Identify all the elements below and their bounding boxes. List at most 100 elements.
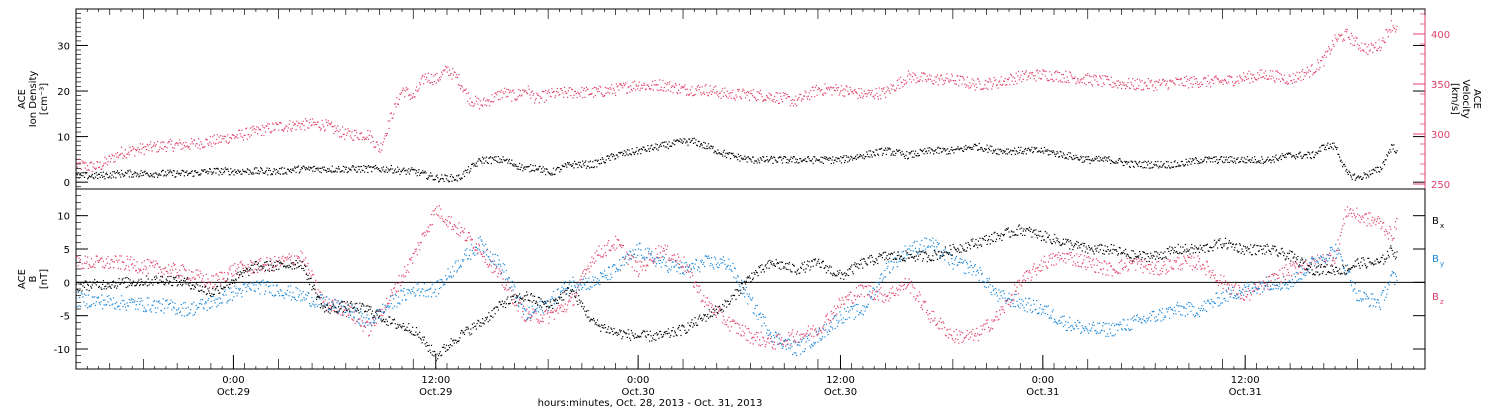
data-point — [274, 169, 276, 171]
data-point — [1072, 158, 1074, 161]
data-point — [834, 314, 836, 316]
data-point — [630, 258, 632, 260]
data-point — [341, 136, 343, 138]
data-point — [1075, 154, 1077, 156]
data-point — [492, 101, 494, 103]
data-point — [795, 158, 797, 160]
data-point — [310, 125, 312, 127]
data-point — [507, 162, 509, 164]
data-point — [656, 253, 658, 255]
data-point — [313, 165, 315, 167]
data-point — [1019, 77, 1021, 79]
data-point — [1145, 264, 1147, 266]
data-point — [1032, 268, 1034, 270]
data-point — [639, 260, 641, 262]
data-point — [710, 145, 712, 147]
data-point — [343, 309, 345, 311]
data-point — [693, 137, 695, 139]
data-point — [634, 260, 636, 262]
data-point — [957, 338, 959, 340]
data-point — [608, 155, 610, 158]
data-point — [789, 158, 791, 160]
data-point — [877, 98, 880, 100]
data-point — [596, 254, 599, 256]
data-point — [1260, 76, 1262, 79]
data-point — [945, 335, 947, 337]
data-point — [674, 86, 676, 89]
data-point — [1228, 75, 1230, 77]
data-point — [76, 174, 78, 176]
data-point — [142, 143, 144, 145]
data-point — [889, 92, 891, 94]
data-point — [1346, 29, 1349, 31]
data-point — [520, 95, 522, 97]
data-point — [1159, 166, 1161, 168]
data-point — [306, 168, 308, 170]
data-point — [1200, 158, 1202, 161]
data-point — [546, 313, 548, 315]
data-point — [816, 159, 818, 161]
data-point — [739, 160, 741, 162]
data-point — [427, 72, 429, 74]
data-point — [746, 161, 748, 163]
data-point — [596, 160, 599, 162]
data-point — [209, 168, 211, 170]
data-point — [738, 155, 740, 158]
data-point — [327, 120, 329, 122]
data-point — [544, 101, 546, 103]
data-point — [85, 263, 87, 265]
data-point — [1217, 162, 1219, 164]
data-point — [660, 145, 662, 147]
data-point — [205, 273, 207, 275]
data-point — [833, 312, 835, 314]
data-point — [708, 301, 710, 303]
data-point — [705, 297, 707, 299]
data-point — [1240, 158, 1242, 160]
data-point — [1243, 299, 1245, 301]
data-point — [468, 172, 470, 174]
data-point — [833, 89, 835, 91]
data-point — [778, 102, 780, 104]
data-point — [1182, 84, 1184, 87]
data-point — [1040, 77, 1042, 80]
data-point — [789, 344, 791, 346]
data-point — [950, 80, 952, 82]
data-point — [1172, 267, 1174, 269]
data-point — [1088, 156, 1090, 158]
data-point — [1194, 162, 1196, 165]
data-point — [668, 83, 670, 85]
data-point — [135, 269, 137, 272]
data-point — [251, 173, 253, 175]
data-point — [750, 332, 752, 334]
data-point — [1307, 71, 1309, 73]
data-point — [651, 260, 653, 262]
data-point — [1176, 162, 1179, 164]
data-point — [406, 169, 408, 171]
data-point — [161, 275, 163, 277]
data-point — [1043, 146, 1046, 149]
data-point — [260, 167, 262, 169]
data-point — [331, 121, 333, 123]
data-point — [1287, 82, 1290, 84]
data-point — [619, 84, 621, 86]
data-point — [846, 299, 848, 301]
data-point — [235, 270, 237, 272]
data-point — [743, 89, 745, 92]
data-point — [1146, 161, 1148, 164]
data-point — [652, 262, 654, 264]
data-point — [500, 161, 502, 163]
data-point — [999, 148, 1001, 150]
data-point — [1128, 161, 1130, 163]
data-point — [886, 295, 888, 298]
data-point — [1138, 85, 1140, 87]
data-point — [1304, 75, 1306, 77]
data-point — [250, 172, 252, 174]
data-point — [900, 285, 902, 288]
data-point — [966, 148, 968, 150]
data-point — [316, 293, 318, 295]
data-point — [1239, 287, 1241, 289]
data-point — [714, 92, 716, 94]
data-point — [982, 325, 984, 327]
data-point — [254, 268, 256, 270]
data-point — [576, 163, 578, 165]
